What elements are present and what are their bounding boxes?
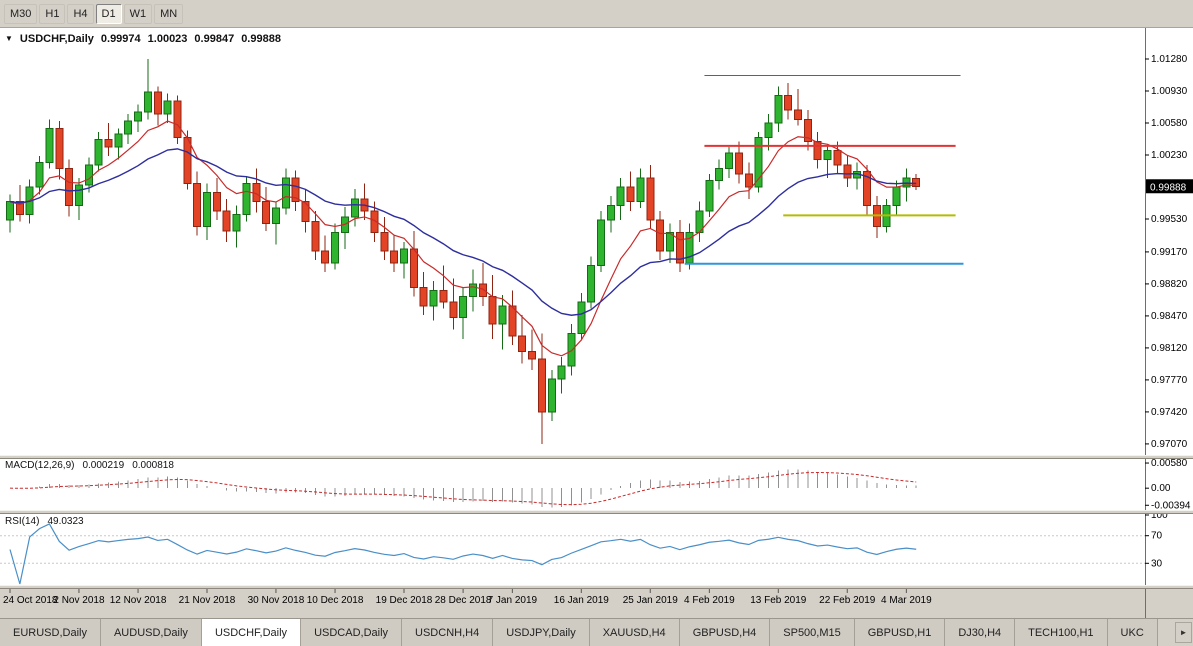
svg-text:0.99170: 0.99170 xyxy=(1151,247,1188,258)
chart-tab-dj30-h4[interactable]: DJ30,H4 xyxy=(945,619,1016,646)
svg-text:16 Jan 2019: 16 Jan 2019 xyxy=(554,595,609,606)
svg-text:13 Feb 2019: 13 Feb 2019 xyxy=(750,595,807,606)
panel-splitter-rsi[interactable] xyxy=(0,510,1193,514)
chart-open-value: 0.99974 xyxy=(100,33,141,45)
timeframe-button-mn[interactable]: MN xyxy=(154,3,184,24)
rsi-line xyxy=(9,523,917,585)
macd-name: MACD(12,26,9) xyxy=(5,460,75,471)
macd-signal-line xyxy=(9,472,917,506)
svg-text:0.98470: 0.98470 xyxy=(1151,311,1188,322)
svg-text:1.00230: 1.00230 xyxy=(1151,150,1188,161)
chart-tab-sp500-m15[interactable]: SP500,M15 xyxy=(770,619,855,646)
svg-text:7 Jan 2019: 7 Jan 2019 xyxy=(488,595,538,606)
svg-text:30 Nov 2018: 30 Nov 2018 xyxy=(248,595,305,606)
timeframe-toolbar: M30 H1 H4 D1 W1 MN xyxy=(0,0,1193,28)
svg-text:10 Dec 2018: 10 Dec 2018 xyxy=(307,595,364,606)
svg-text:0.97070: 0.97070 xyxy=(1151,439,1188,450)
timeframe-button-d1[interactable]: D1 xyxy=(95,3,122,24)
svg-text:4 Mar 2019: 4 Mar 2019 xyxy=(881,595,932,606)
chart-tab-ukc[interactable]: UKC xyxy=(1107,619,1158,646)
svg-text:1.00580: 1.00580 xyxy=(1151,118,1188,129)
price-axis[interactable]: 1.01280 1.00930 1.00580 1.00230 0.99530 0.991… xyxy=(1145,28,1191,618)
ma-slow-line xyxy=(9,148,917,316)
svg-text:25 Jan 2019: 25 Jan 2019 xyxy=(623,595,678,606)
rsi-label: RSI(14) 49.0323 xyxy=(5,516,84,527)
chart-tab-eurusd-daily[interactable]: EURUSD,Daily xyxy=(0,619,101,646)
timeframe-button-w1[interactable]: W1 xyxy=(123,3,153,24)
svg-text:1.01280: 1.01280 xyxy=(1151,54,1188,65)
ma-fast-line xyxy=(9,120,917,357)
chart-low-value: 0.99847 xyxy=(194,33,235,45)
svg-text:0.97420: 0.97420 xyxy=(1151,407,1188,418)
panel-splitter-macd[interactable] xyxy=(0,455,1193,459)
chart-tab-usdjpy-daily[interactable]: USDJPY,Daily xyxy=(493,619,590,646)
svg-text:28 Dec 2018: 28 Dec 2018 xyxy=(435,595,492,606)
svg-text:22 Feb 2019: 22 Feb 2019 xyxy=(819,595,876,606)
svg-text:2 Nov 2018: 2 Nov 2018 xyxy=(53,595,105,606)
svg-text:24 Oct 2018: 24 Oct 2018 xyxy=(3,595,58,606)
chevron-right-icon: ► xyxy=(1179,628,1188,637)
chart-high-value: 1.00023 xyxy=(147,33,188,45)
svg-text:19 Dec 2018: 19 Dec 2018 xyxy=(376,595,433,606)
svg-text:100: 100 xyxy=(1151,510,1168,521)
svg-text:0.00580: 0.00580 xyxy=(1151,458,1188,469)
candles-layer xyxy=(6,58,921,444)
rsi-value: 49.0323 xyxy=(47,516,84,527)
svg-text:1.00930: 1.00930 xyxy=(1151,86,1188,97)
chart-tab-usdcad-daily[interactable]: USDCAD,Daily xyxy=(301,619,403,646)
svg-text:0.99530: 0.99530 xyxy=(1151,214,1188,225)
chart-tab-audusd-daily[interactable]: AUDUSD,Daily xyxy=(100,619,202,646)
svg-text:0.97770: 0.97770 xyxy=(1151,375,1188,386)
macd-value: 0.000219 xyxy=(82,460,125,471)
macd-label: MACD(12,26,9) 0.000219 0.000818 xyxy=(5,460,174,471)
svg-text:30: 30 xyxy=(1151,558,1163,569)
current-price-badge: 0.99888 xyxy=(1146,179,1193,194)
chart-close-value: 0.99888 xyxy=(241,33,281,45)
svg-text:0.99888: 0.99888 xyxy=(1150,182,1187,193)
svg-text:70: 70 xyxy=(1151,531,1163,542)
chart-dropdown-icon[interactable]: ▼ xyxy=(5,34,13,43)
chart-tabbar: EURUSD,Daily AUDUSD,Daily USDCHF,Daily USDC… xyxy=(0,618,1193,646)
macd-signal-value: 0.000818 xyxy=(132,460,174,471)
chart-tab-xauusd-h4[interactable]: XAUUSD,H4 xyxy=(589,619,680,646)
chart-tab-tech100-h1[interactable]: TECH100,H1 xyxy=(1015,619,1108,646)
timeframe-button-h4[interactable]: H4 xyxy=(67,3,94,24)
tab-scroll-right-button[interactable]: ► xyxy=(1175,622,1192,643)
svg-text:0.00: 0.00 xyxy=(1151,483,1171,494)
svg-text:4 Feb 2019: 4 Feb 2019 xyxy=(684,595,735,606)
panel-splitter-timeaxis[interactable] xyxy=(0,585,1193,589)
chart-tab-gbpusd-h1[interactable]: GBPUSD,H1 xyxy=(854,619,946,646)
chart-symbol-label: USDCHF,Daily xyxy=(19,33,94,45)
svg-text:-0.00394: -0.00394 xyxy=(1151,500,1191,511)
timeframe-button-m30[interactable]: M30 xyxy=(4,3,38,24)
rsi-name: RSI(14) xyxy=(5,516,40,527)
chart-header: ▼ USDCHF,Daily 0.99974 1.00023 0.99847 0… xyxy=(5,33,281,45)
chart-tab-usdchf-daily[interactable]: USDCHF,Daily xyxy=(201,619,302,646)
chart-tab-usdcnh-h4[interactable]: USDCNH,H4 xyxy=(402,619,494,646)
svg-text:21 Nov 2018: 21 Nov 2018 xyxy=(179,595,236,606)
timeframe-button-h1[interactable]: H1 xyxy=(39,3,66,24)
rsi-levels xyxy=(0,535,1145,564)
svg-text:0.98820: 0.98820 xyxy=(1151,279,1188,290)
svg-text:0.98120: 0.98120 xyxy=(1151,343,1188,354)
svg-text:12 Nov 2018: 12 Nov 2018 xyxy=(110,595,167,606)
chart-tab-gbpusd-h4[interactable]: GBPUSD,H4 xyxy=(679,619,771,646)
